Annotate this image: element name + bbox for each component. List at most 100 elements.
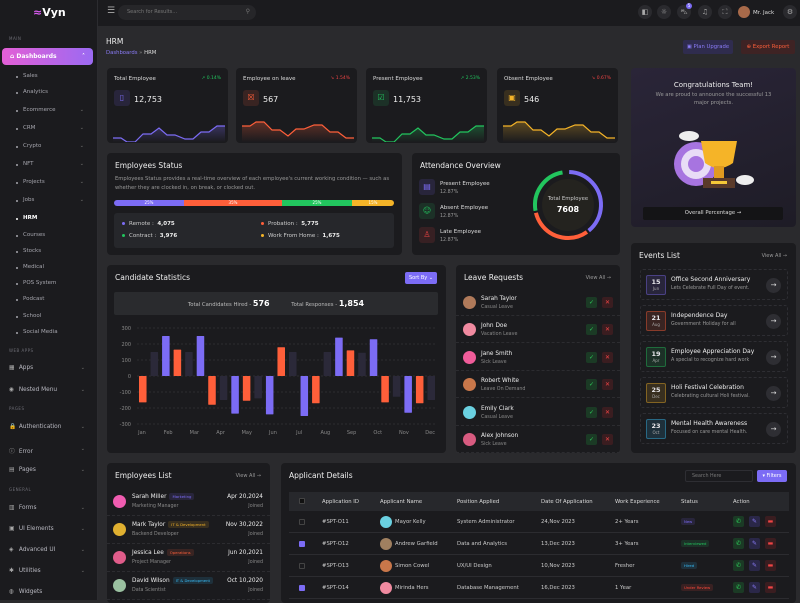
approve-button[interactable]: ✓: [586, 324, 597, 336]
settings-button[interactable]: ⚙: [783, 5, 797, 19]
plan-upgrade-button[interactable]: ▣ Plan Upgrade: [683, 40, 733, 54]
arrow-right-icon[interactable]: →: [766, 350, 781, 365]
search-input[interactable]: Search for Results... ⚲: [118, 5, 256, 20]
sidebar-item-projects[interactable]: Projects ⌄: [16, 179, 88, 185]
sort-by-button[interactable]: Sort By ⌄: [405, 272, 437, 284]
sidebar-item-advanced-ui[interactable]: ◈ Advanced UI ⌄: [9, 547, 85, 553]
status-segment: 15%: [352, 200, 394, 206]
sidebar-item-widgets[interactable]: ◍ Widgets: [9, 589, 43, 595]
notification-button[interactable]: ♫: [698, 5, 712, 19]
approve-button[interactable]: ✓: [586, 351, 597, 363]
sidebar-item-utilities[interactable]: ✱ Utilities ⌄: [9, 568, 85, 574]
attendance-icon: ♙: [419, 227, 435, 243]
export-report-button[interactable]: ⊕ Export Report: [741, 40, 795, 54]
trend-down-icon: ↘: [591, 76, 596, 81]
sidebar-item-dashboards[interactable]: ⌂ Dashboards ˄: [2, 48, 93, 65]
edit-button[interactable]: ✎: [749, 516, 760, 527]
sidebar-item-error[interactable]: ⓘ Error ⌄: [9, 446, 85, 455]
sidebar-item-ui-elements[interactable]: ▣ UI Elements ⌄: [9, 526, 85, 532]
kpi-value: 546: [524, 95, 540, 104]
select-all-checkbox[interactable]: [299, 498, 305, 504]
sidebar-item-nested-menu[interactable]: ◉ Nested Menu ⌄: [9, 387, 85, 393]
sidebar-item-ecommerce[interactable]: Ecommerce ⌄: [16, 107, 88, 113]
edit-button[interactable]: ✎: [749, 560, 760, 571]
sidebar-item-courses[interactable]: Courses: [16, 232, 88, 238]
row-checkbox[interactable]: [299, 519, 305, 525]
approve-button[interactable]: ✓: [586, 297, 597, 308]
sidebar-item-forms[interactable]: ▥ Forms ⌄: [9, 505, 85, 511]
call-button[interactable]: ✆: [733, 560, 744, 571]
attendance-donut: [533, 170, 603, 240]
reject-button[interactable]: ✕: [602, 434, 613, 445]
sidebar-item-school[interactable]: School: [16, 313, 88, 319]
call-button[interactable]: ✆: [733, 538, 744, 549]
view-all-link[interactable]: View All →: [761, 253, 787, 259]
sidebar-item-authentication[interactable]: 🔒 Authentication ⌄: [9, 424, 85, 430]
delete-button[interactable]: ▬: [765, 516, 776, 527]
cart-button[interactable]: ⛍ 5: [677, 3, 692, 19]
call-button[interactable]: ✆: [733, 516, 744, 527]
sidebar-item-medical[interactable]: Medical: [16, 264, 88, 270]
row-checkbox[interactable]: [299, 541, 305, 547]
row-checkbox[interactable]: [299, 585, 305, 591]
reject-button[interactable]: ✕: [602, 379, 613, 391]
sidebar-item-analytics[interactable]: Analytics: [16, 89, 88, 95]
sidebar-item-pages[interactable]: ▤ Pages ⌄: [9, 467, 85, 473]
sidebar-item-nft[interactable]: NFT ⌄: [16, 161, 88, 167]
reject-button[interactable]: ✕: [602, 406, 613, 418]
delete-button[interactable]: ▬: [765, 538, 776, 549]
view-all-link[interactable]: View All →: [235, 473, 261, 479]
overall-percentage-button[interactable]: Overall Percentage →: [643, 207, 783, 220]
arrow-right-icon[interactable]: →: [766, 314, 781, 329]
approve-button[interactable]: ✓: [586, 406, 597, 418]
event-item[interactable]: 21 Aug Independence Day Government Holiday …: [640, 305, 788, 336]
sidebar-item-jobs[interactable]: Jobs ⌄: [16, 197, 88, 203]
sidebar-item-stocks[interactable]: Stocks: [16, 248, 88, 254]
chevron-down-icon: ⌄: [79, 143, 84, 149]
lock-icon: 🔒: [9, 424, 17, 430]
sidebar-item-sales[interactable]: Sales: [16, 73, 88, 79]
stack-icon: ◈: [9, 547, 14, 553]
sidebar-item-crm[interactable]: CRM ⌄: [16, 125, 88, 131]
sidebar-item-podcast[interactable]: Podcast: [16, 296, 88, 302]
language-button[interactable]: ◧: [638, 5, 652, 19]
sidebar-item-crypto[interactable]: Crypto ⌄: [16, 143, 88, 149]
reject-button[interactable]: ✕: [602, 351, 613, 363]
status-badge: New: [681, 518, 696, 525]
delete-button[interactable]: ▬: [765, 582, 776, 593]
status-summary: Remote : 4,075 Probation : 5,775 Contract …: [114, 213, 394, 248]
arrow-right-icon[interactable]: →: [766, 386, 781, 401]
reject-button[interactable]: ✕: [602, 297, 613, 308]
view-all-link[interactable]: View All →: [585, 275, 611, 281]
approve-button[interactable]: ✓: [586, 379, 597, 391]
kpi-change: ↗ 0.14%: [201, 76, 221, 81]
edit-button[interactable]: ✎: [749, 538, 760, 549]
edit-button[interactable]: ✎: [749, 582, 760, 593]
event-item[interactable]: 15 Jun Office Second Anniversary Lets Celeb…: [640, 269, 788, 300]
menu-toggle-icon[interactable]: ☰: [107, 6, 116, 16]
sidebar-item-hrm[interactable]: HRM: [16, 215, 88, 221]
filters-button[interactable]: ▾ Filters: [757, 470, 787, 482]
call-button[interactable]: ✆: [733, 582, 744, 593]
brand-logo[interactable]: ≈Vyn: [33, 6, 66, 19]
avatar[interactable]: [738, 6, 750, 18]
arrow-right-icon[interactable]: →: [766, 278, 781, 293]
event-item[interactable]: 19 Apr Employee Appreciation Day A special …: [640, 341, 788, 372]
event-item[interactable]: 25 Dec Holi Festival Celebration Celebratin…: [640, 377, 788, 408]
sidebar-item-apps[interactable]: ▦ Apps ⌄: [9, 365, 85, 371]
sidebar-item-pos-system[interactable]: POS System: [16, 280, 88, 286]
approve-button[interactable]: ✓: [586, 434, 597, 445]
sidebar-item-social-media[interactable]: Social Media: [16, 329, 88, 335]
row-checkbox[interactable]: [299, 563, 305, 569]
event-item[interactable]: 23 Oct Mental Health Awareness Focused on c…: [640, 413, 788, 444]
arrow-right-icon[interactable]: →: [766, 422, 781, 437]
user-name[interactable]: Mr. Jack: [753, 10, 775, 16]
chevron-down-icon: ⌄: [80, 526, 85, 532]
fullscreen-button[interactable]: ⛶: [718, 5, 732, 19]
bar-dark: [254, 376, 262, 399]
theme-toggle-button[interactable]: ☼: [657, 5, 671, 19]
applicant-search-input[interactable]: Search Here: [685, 470, 753, 482]
reject-button[interactable]: ✕: [602, 324, 613, 336]
delete-button[interactable]: ▬: [765, 560, 776, 571]
breadcrumb-link[interactable]: Dashboards: [106, 50, 138, 56]
